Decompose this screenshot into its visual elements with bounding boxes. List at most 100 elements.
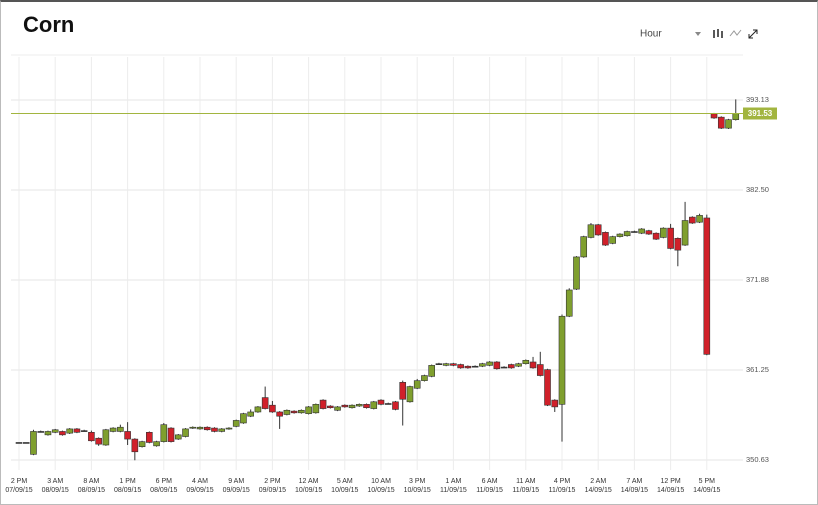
- candle-body: [80, 430, 88, 432]
- candle-body: [290, 410, 298, 414]
- candle-body: [681, 220, 689, 246]
- x-tick-label: 4 AM: [192, 478, 208, 485]
- candle-body: [348, 404, 356, 409]
- candle-body: [616, 233, 624, 237]
- candle-body: [442, 363, 450, 366]
- line-icon[interactable]: [729, 29, 742, 37]
- x-tick-label: 09/09/15: [223, 487, 250, 494]
- x-tick-label: 12 AM: [299, 478, 319, 485]
- candle-body: [667, 227, 674, 249]
- candle-body: [269, 404, 276, 413]
- x-tick-label: 11/09/15: [549, 487, 576, 494]
- last-price-tag: [743, 107, 777, 120]
- candle-body: [240, 413, 247, 424]
- candle-body: [609, 236, 616, 244]
- expand-icon[interactable]: [748, 29, 758, 39]
- candle-body: [421, 375, 428, 381]
- candle-body: [44, 431, 52, 436]
- candle-body: [211, 427, 218, 432]
- x-tick-label: 10/09/15: [404, 487, 431, 494]
- candle-body: [565, 289, 573, 317]
- candle-body: [464, 365, 472, 369]
- x-tick-label: 2 PM: [264, 478, 281, 485]
- candle-body: [602, 232, 609, 246]
- candle-body: [594, 224, 602, 236]
- interval-dropdown[interactable]: Hour: [640, 29, 662, 40]
- candle-body: [203, 426, 211, 431]
- x-tick-label: 10/09/15: [367, 487, 394, 494]
- candle-body: [109, 427, 117, 432]
- candle-body: [580, 236, 588, 258]
- candle-body: [500, 366, 508, 369]
- x-tick-label: 5 AM: [337, 478, 353, 485]
- candle-body: [392, 401, 399, 410]
- candle-body: [435, 363, 443, 365]
- candle-body: [225, 427, 233, 430]
- candle-body: [167, 427, 175, 442]
- candle-body: [131, 438, 139, 453]
- x-tick-label: 7 AM: [626, 478, 642, 485]
- candle-icon[interactable]: [713, 29, 723, 38]
- candle-body: [182, 428, 189, 437]
- x-tick-label: 5 PM: [699, 478, 716, 485]
- x-tick-label: 6 AM: [482, 478, 498, 485]
- candle-body: [529, 361, 537, 369]
- candle-body: [138, 441, 146, 448]
- x-tick-label: 11/09/15: [512, 487, 539, 494]
- x-tick-label: 10/09/15: [295, 487, 322, 494]
- candle-body: [341, 404, 349, 408]
- x-tick-label: 07/09/15: [5, 487, 32, 494]
- y-tick-label: 350.63: [746, 455, 769, 464]
- candle-body: [261, 397, 269, 409]
- candle-body: [102, 429, 110, 446]
- x-tick-label: 14/09/15: [693, 487, 720, 494]
- candle-body: [717, 116, 725, 129]
- x-tick-label: 6 PM: [156, 478, 173, 485]
- dropdown-arrow[interactable]: [695, 32, 701, 36]
- x-tick-label: 14/09/15: [657, 487, 684, 494]
- candle-body: [486, 361, 493, 366]
- x-tick-label: 08/09/15: [78, 487, 105, 494]
- candle-body: [660, 227, 667, 238]
- x-tick-label: 10/09/15: [331, 487, 358, 494]
- candle-body: [515, 363, 522, 367]
- candle-body: [174, 434, 182, 440]
- candle-body: [22, 442, 30, 444]
- x-tick-label: 3 PM: [409, 478, 426, 485]
- x-tick-label: 09/09/15: [259, 487, 286, 494]
- candle-body: [73, 428, 81, 433]
- candle-body: [247, 411, 254, 417]
- candle-body: [218, 428, 226, 432]
- candle-body: [623, 231, 631, 237]
- x-tick-label: 11/09/15: [440, 487, 467, 494]
- candle-body: [15, 442, 23, 444]
- candle-body: [37, 431, 45, 433]
- candle-body: [312, 404, 320, 414]
- candle-body: [522, 359, 530, 364]
- candle-body: [573, 256, 580, 290]
- candle-body: [696, 215, 703, 223]
- candle-body: [146, 432, 153, 443]
- candle-body: [544, 369, 551, 406]
- candle-body: [51, 429, 59, 433]
- candle-body: [710, 113, 718, 119]
- candle-body: [413, 380, 421, 389]
- candle-body: [95, 437, 102, 445]
- x-tick-label: 08/09/15: [42, 487, 69, 494]
- candle-body: [406, 386, 414, 403]
- candle-body: [124, 431, 131, 440]
- candle-body: [232, 420, 240, 427]
- candle-body: [327, 405, 334, 409]
- candle-body: [551, 399, 559, 408]
- candle-body: [254, 406, 262, 413]
- candle-body: [428, 365, 435, 377]
- x-tick-label: 12 PM: [660, 478, 680, 485]
- x-tick-label: 3 AM: [47, 478, 63, 485]
- candle-body: [377, 399, 385, 405]
- candle-body: [652, 232, 660, 240]
- candle-body: [631, 231, 638, 233]
- candle-body: [674, 237, 682, 251]
- y-tick-label: 371.88: [746, 275, 769, 284]
- x-tick-label: 11/09/15: [476, 487, 503, 494]
